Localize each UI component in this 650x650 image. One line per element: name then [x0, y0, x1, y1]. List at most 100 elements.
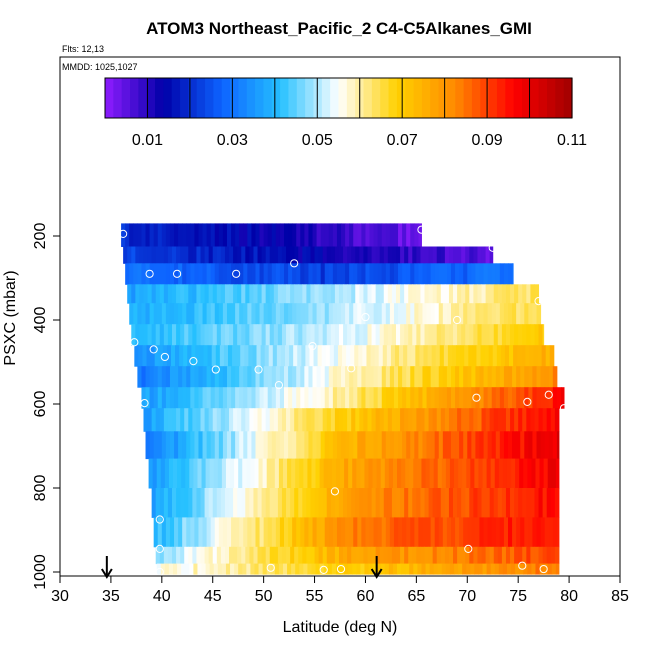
heatmap-cell: [246, 563, 251, 575]
heatmap-cell: [556, 517, 560, 548]
heatmap-cell: [516, 431, 521, 460]
heatmap-cell: [178, 223, 183, 247]
heatmap-cell: [279, 263, 285, 285]
heatmap-cell: [216, 546, 222, 565]
heatmap-cell: [389, 366, 395, 388]
heatmap-cell: [375, 284, 381, 304]
heatmap-cell: [292, 303, 297, 325]
heatmap-cell: [497, 488, 503, 518]
heatmap-cell: [391, 324, 397, 346]
heatmap-cell: [139, 246, 144, 264]
heatmap-cell: [538, 408, 544, 432]
heatmap-cell: [410, 366, 415, 388]
heatmap-cell: [341, 387, 346, 409]
heatmap-cell: [386, 345, 392, 367]
heatmap-cell: [259, 303, 265, 325]
heatmap-cell: [528, 431, 533, 460]
heatmap-cell: [428, 284, 434, 304]
heatmap-cell: [485, 546, 491, 565]
sample-point: [232, 269, 241, 278]
heatmap-cell: [251, 366, 256, 388]
heatmap-cell: [462, 458, 467, 489]
sample-point: [347, 364, 356, 373]
heatmap-cell: [235, 263, 240, 285]
heatmap-cell: [271, 263, 277, 285]
heatmap-cell: [208, 324, 214, 346]
heatmap-cell: [444, 546, 450, 565]
heatmap-cell: [247, 223, 252, 247]
heatmap-cell: [377, 303, 383, 325]
heatmap-cell: [320, 517, 326, 548]
heatmap-cell: [444, 324, 450, 346]
heatmap-cell: [408, 546, 413, 565]
heatmap-cell: [365, 431, 371, 460]
heatmap-cell: [528, 517, 533, 548]
heatmap-cell: [415, 345, 420, 367]
heatmap-cell: [560, 387, 565, 409]
heatmap-cell: [428, 324, 434, 346]
x-tick-label: 70: [458, 588, 476, 605]
heatmap-cell: [230, 563, 235, 575]
colorbar-segment: [105, 78, 114, 118]
heatmap-cell: [412, 284, 417, 304]
heatmap-cell: [484, 345, 490, 367]
x-tick-label: 80: [560, 588, 578, 605]
heatmap-cell: [506, 563, 512, 575]
heatmap-cell: [477, 408, 483, 432]
heatmap-cell: [145, 366, 151, 388]
heatmap-cell: [510, 284, 515, 304]
heatmap-cell: [549, 345, 555, 367]
sample-point: [266, 563, 275, 572]
heatmap-cell: [257, 488, 263, 518]
heatmap-cell: [448, 546, 454, 565]
heatmap-cell: [486, 563, 492, 575]
heatmap-cell: [465, 284, 470, 304]
heatmap-cell: [218, 387, 224, 409]
heatmap-cell: [237, 408, 242, 432]
heatmap-cell: [159, 324, 165, 346]
heatmap-cell: [377, 517, 383, 548]
heatmap-cell: [170, 345, 176, 367]
heatmap-cell: [498, 458, 504, 489]
heatmap-cell: [406, 303, 411, 325]
heatmap-cell: [206, 366, 212, 388]
heatmap-cell: [398, 431, 403, 460]
heatmap-cell: [486, 458, 492, 489]
heatmap-cell: [501, 324, 507, 346]
heatmap-cell: [147, 408, 153, 432]
heatmap-cell: [349, 303, 354, 325]
heatmap-cell: [387, 284, 393, 304]
heatmap-cell: [165, 223, 171, 247]
heatmap-cell: [410, 303, 415, 325]
heatmap-cell: [377, 387, 383, 409]
heatmap-cell: [426, 517, 432, 548]
heatmap-cell: [499, 517, 505, 548]
heatmap-cell: [236, 345, 241, 367]
heatmap-cell: [269, 324, 275, 346]
heatmap-cell: [518, 546, 523, 565]
heatmap-cell: [363, 246, 368, 264]
heatmap-cell: [380, 458, 386, 489]
heatmap-cell: [384, 458, 390, 489]
heatmap-cell: [161, 366, 167, 388]
heatmap-cell: [298, 284, 303, 304]
heatmap-cell: [414, 263, 419, 285]
heatmap-cell: [436, 546, 442, 565]
heatmap-cell: [220, 246, 226, 264]
heatmap-cell: [271, 223, 277, 247]
heatmap-cell: [322, 408, 328, 432]
heatmap-cell: [341, 431, 346, 460]
heatmap-cell: [194, 303, 199, 325]
heatmap-cell: [477, 488, 483, 518]
heatmap-cell: [264, 345, 270, 367]
heatmap-cell: [534, 324, 540, 346]
heatmap-cell: [353, 366, 358, 388]
heatmap-cell: [365, 387, 371, 409]
heatmap-cell: [519, 458, 524, 489]
heatmap-cell: [508, 303, 513, 325]
colorbar-segment: [455, 78, 465, 118]
colorbar-tick-label: 0.07: [387, 132, 418, 149]
heatmap-cell: [141, 303, 147, 325]
heatmap-cell: [235, 517, 240, 548]
